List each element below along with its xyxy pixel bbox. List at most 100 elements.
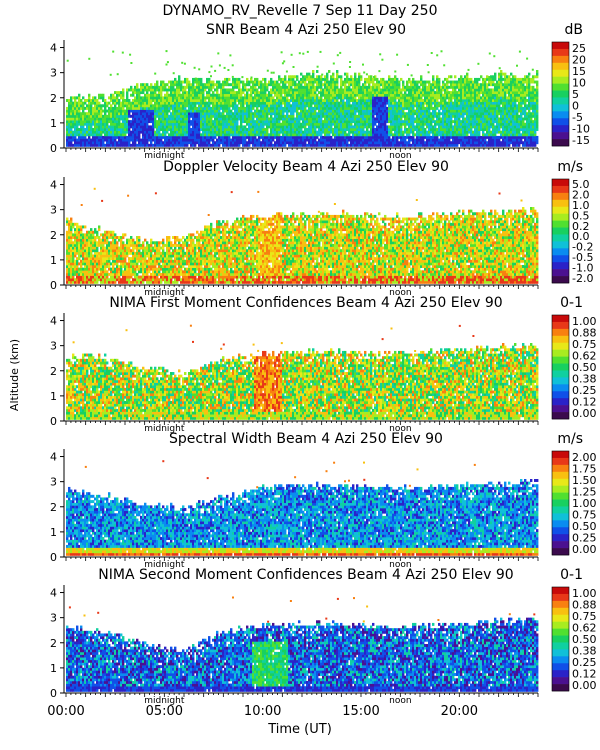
heatmap-cell (168, 135, 171, 139)
heatmap-cell (406, 120, 409, 124)
heatmap-cell (378, 91, 381, 95)
heatmap-cell (302, 133, 305, 137)
heatmap-cell (394, 114, 397, 118)
heatmap-cell (332, 120, 335, 124)
heatmap-cell (296, 101, 299, 105)
heatmap-cell (280, 143, 283, 147)
heatmap-cell (128, 109, 131, 113)
heatmap-cell (132, 91, 135, 95)
heatmap-cell (296, 96, 299, 100)
heatmap-cell (336, 91, 339, 95)
heatmap-cell (234, 133, 237, 137)
heatmap-cell (146, 133, 149, 137)
heatmap-cell (174, 99, 177, 102)
heatmap-cell (88, 133, 91, 137)
heatmap-cell (272, 138, 275, 142)
heatmap-cell (152, 104, 155, 108)
heatmap-cell (396, 96, 399, 100)
heatmap-cell (270, 93, 273, 97)
heatmap-cell (190, 101, 193, 105)
heatmap-cell (378, 93, 381, 97)
heatmap-cell (194, 114, 197, 118)
heatmap-cell (138, 104, 141, 108)
heatmap-cell (406, 93, 409, 97)
heatmap-cell (92, 122, 95, 126)
heatmap-cell (86, 143, 89, 147)
heatmap-cell (246, 88, 249, 92)
heatmap-cell (350, 141, 353, 145)
heatmap-cell (320, 133, 323, 137)
heatmap-cell (254, 135, 257, 139)
heatmap-cell (304, 99, 307, 102)
heatmap-cell (276, 138, 279, 142)
heatmap-cell (158, 99, 161, 102)
heatmap-cell (366, 101, 369, 105)
heatmap-cell (320, 128, 323, 131)
heatmap-cell (454, 75, 457, 79)
heatmap-cell (336, 135, 339, 139)
heatmap-cell (342, 135, 345, 139)
heatmap-cell (158, 96, 161, 100)
heatmap-cell (180, 143, 183, 147)
heatmap-cell (142, 120, 145, 124)
heatmap-cell (164, 106, 167, 110)
heatmap-cell (242, 141, 245, 145)
heatmap-cell (450, 99, 453, 102)
heatmap-cell (286, 130, 289, 134)
heatmap-cell (66, 133, 69, 137)
heatmap-cell (94, 104, 97, 108)
heatmap-cell (100, 143, 103, 147)
heatmap-cell (74, 117, 77, 121)
heatmap-cell (224, 83, 227, 87)
heatmap-cell (404, 91, 407, 95)
heatmap-cell (178, 91, 181, 95)
heatmap-cell (148, 99, 151, 102)
heatmap-cell (178, 96, 181, 100)
heatmap-cell (324, 93, 327, 97)
heatmap-cell (294, 93, 297, 97)
heatmap-cell (394, 91, 397, 95)
heatmap-cell (392, 120, 395, 124)
heatmap-cell (222, 120, 225, 124)
heatmap-cell (372, 96, 375, 100)
heatmap-cell (142, 83, 145, 87)
panel-1: SNR Beam 4 Azi 250 Elev 90 dB01234midnigh… (50, 22, 590, 161)
heatmap-cell (296, 122, 299, 126)
heatmap-cell (250, 96, 253, 100)
heatmap-cell (114, 120, 117, 124)
heatmap-cell (156, 99, 159, 102)
heatmap-cell (322, 101, 325, 105)
heatmap-cell (168, 99, 171, 102)
heatmap-cell (230, 93, 233, 97)
heatmap-cell (312, 138, 315, 142)
heatmap-cell (100, 104, 103, 108)
heatmap-cell (188, 88, 191, 92)
heatmap-cell (234, 120, 237, 124)
heatmap-cell (320, 122, 323, 126)
heatmap-cell (332, 91, 335, 95)
heatmap-cell (228, 141, 231, 145)
heatmap-cell (374, 88, 377, 92)
heatmap-cell (264, 91, 267, 95)
heatmap-cell (270, 96, 273, 100)
heatmap-cell (268, 80, 271, 84)
heatmap-cell (340, 128, 343, 131)
heatmap-cell (268, 120, 271, 124)
heatmap-cell (332, 93, 335, 97)
heatmap-cell (184, 128, 187, 131)
heatmap-cell (144, 130, 147, 134)
heatmap-cell (312, 141, 315, 145)
heatmap-cell (334, 80, 337, 84)
heatmap-cell (134, 109, 137, 113)
heatmap-cell (216, 83, 219, 87)
heatmap-cell (274, 93, 277, 97)
heatmap-cell (116, 133, 119, 137)
heatmap-cell (150, 85, 153, 89)
heatmap-cell (194, 80, 197, 84)
heatmap-cell (200, 106, 203, 110)
heatmap-cell (204, 133, 207, 137)
heatmap-cell (120, 138, 123, 142)
heatmap-cell (392, 99, 395, 102)
heatmap-cell (182, 128, 185, 131)
heatmap-cell (382, 128, 385, 131)
